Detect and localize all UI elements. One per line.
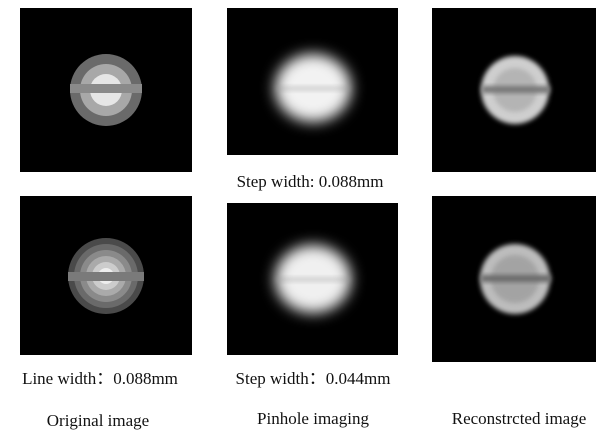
- column-label: Original image: [47, 411, 149, 430]
- caption: Step width：0.044mm: [236, 369, 391, 388]
- reconstructed-image-2: [432, 196, 596, 362]
- figure: Step width: 0.088mm Line width：0.088mm S…: [0, 0, 603, 432]
- original-image-2: [20, 196, 192, 355]
- caption: Step width: 0.088mm: [237, 172, 384, 191]
- column-label: Reconstrcted image: [452, 409, 587, 428]
- original-image-1: [20, 8, 192, 172]
- caption: Line width：0.088mm: [22, 369, 178, 388]
- column-label: Pinhole imaging: [257, 409, 369, 428]
- pinhole-image-2: [227, 203, 398, 355]
- pinhole-image-1: [227, 8, 398, 155]
- reconstructed-image-1: [432, 8, 596, 172]
